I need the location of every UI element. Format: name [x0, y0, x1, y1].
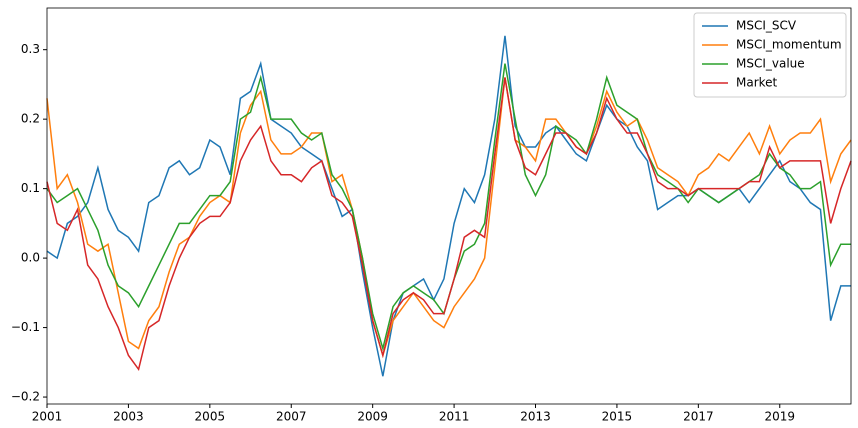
y-tick-label: 0.0	[21, 251, 40, 265]
x-tick-label: 2011	[439, 410, 470, 424]
plot-frame	[46, 7, 852, 405]
legend-label: MSCI_SCV	[736, 19, 797, 33]
x-tick-label: 2015	[602, 410, 633, 424]
series-line	[46, 77, 852, 372]
x-tick-label: 2005	[195, 410, 226, 424]
x-tick-label: 2013	[520, 410, 551, 424]
legend-label: Market	[736, 76, 778, 90]
legend-label: MSCI_value	[736, 57, 805, 71]
y-tick-label: 0.2	[21, 112, 40, 126]
x-tick-label: 2003	[113, 410, 144, 424]
y-tick-label: −0.1	[11, 320, 40, 334]
y-tick-label: −0.2	[11, 390, 40, 404]
x-tick-label: 2019	[764, 410, 795, 424]
x-tick-label: 2009	[357, 410, 388, 424]
x-tick-label: 2001	[32, 410, 63, 424]
legend-box	[693, 12, 847, 98]
legend-label: MSCI_momentum	[736, 38, 842, 52]
y-tick-label: 0.3	[21, 42, 40, 56]
series-line	[46, 63, 851, 352]
x-tick-label: 2017	[683, 410, 714, 424]
y-tick-label: 0.1	[21, 181, 40, 195]
series-line	[46, 77, 852, 359]
x-tick-label: 2007	[276, 410, 307, 424]
